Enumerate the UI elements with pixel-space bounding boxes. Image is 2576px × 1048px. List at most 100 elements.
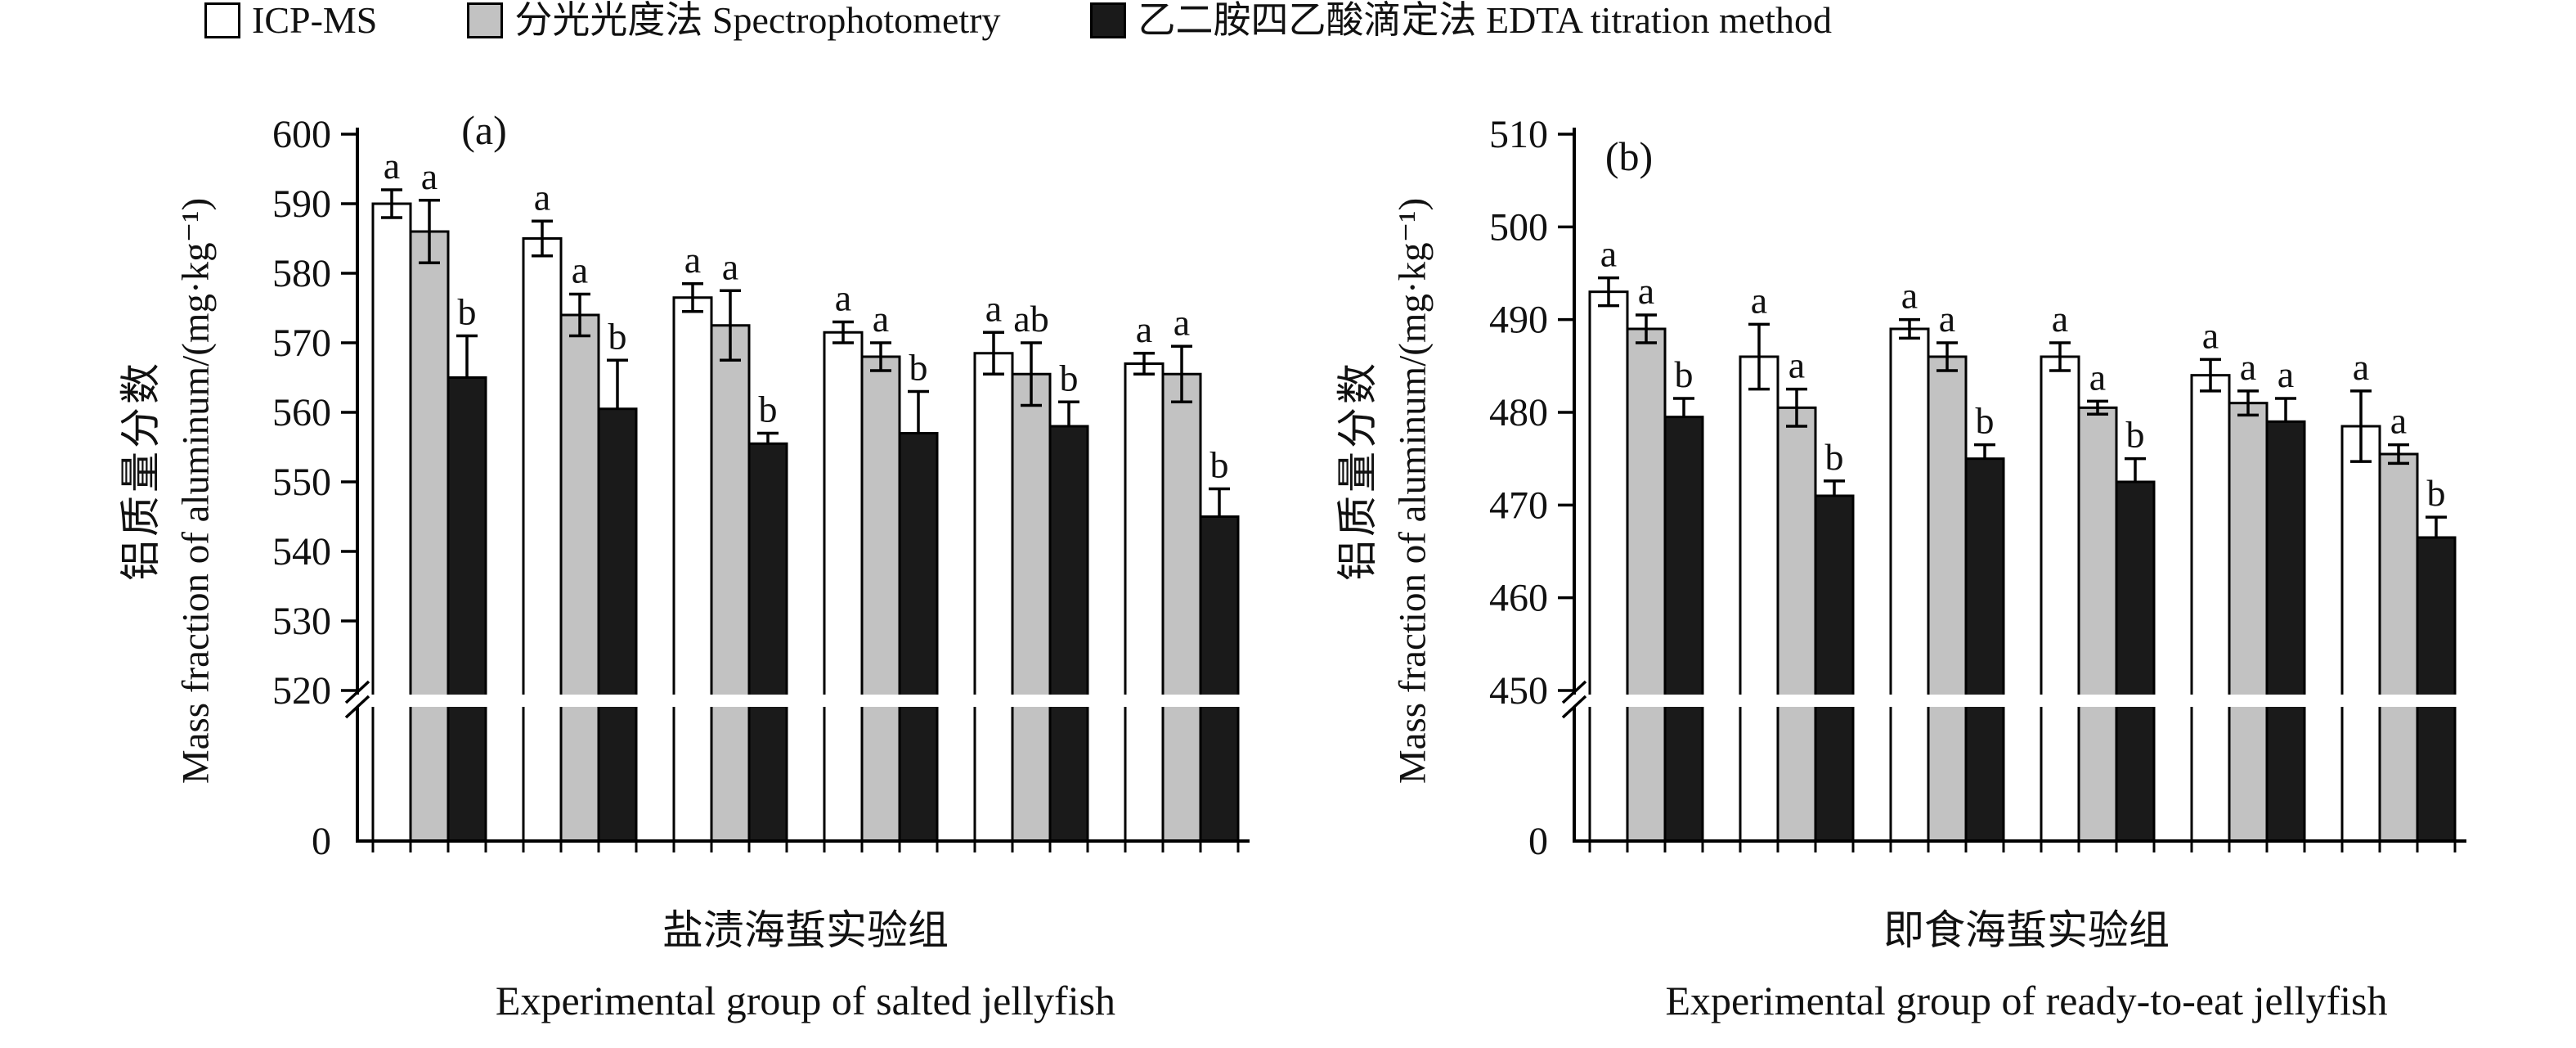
x-tick-label: 6: [1172, 862, 1192, 867]
panel-a-ylabel-en: Mass fraction of aluminum/(mg·kg⁻¹): [174, 197, 218, 785]
sig-letter: b: [1976, 400, 1995, 442]
legend-label: 乙二胺四乙酸滴定法 EDTA titration method: [1138, 0, 1833, 41]
axis-break-mark: [1561, 695, 1587, 719]
y-tick-label: 500: [1489, 205, 1548, 249]
sig-letter: a: [1174, 301, 1190, 343]
y-tick-label: 590: [272, 182, 331, 226]
panel-tag: (b): [1605, 133, 1653, 179]
y-tick-label: 490: [1489, 299, 1548, 342]
bar-s2-g6: [2416, 536, 2457, 843]
bar-s0-g4: [2040, 355, 2080, 843]
bar-s1-g6: [2378, 452, 2419, 843]
sig-letter: b: [759, 389, 778, 430]
sig-letter: b: [608, 315, 627, 357]
bar-s2-g5: [2265, 420, 2306, 843]
legend-swatch-spectrophotometry: [467, 2, 504, 38]
x-tick-label: 1: [420, 862, 439, 867]
sig-letter: a: [1638, 270, 1654, 312]
sig-letter: a: [722, 245, 738, 287]
y-tick-label: 580: [272, 252, 331, 295]
bar-s1-g5: [2228, 402, 2269, 843]
sig-letter: ab: [1013, 298, 1048, 340]
bar-s1-g3: [1927, 355, 1968, 843]
bar-s1-g4: [860, 355, 901, 843]
panel-b-xlabel-zh: 即食海蜇实验组: [1883, 907, 2170, 953]
bar-s2-g6: [1199, 515, 1240, 843]
bar-s2-g1: [447, 376, 487, 843]
axis-break-band: [360, 695, 1243, 707]
x-tick-label: 2: [1787, 862, 1806, 867]
x-tick-label: 6: [2389, 862, 2408, 867]
panel-a-ylabel-zh: 铝质量分数: [118, 360, 164, 581]
legend-item-spectrophotometry: 分光光度法 Spectrophotometry: [467, 2, 1000, 39]
bar-s2-g2: [1814, 494, 1855, 843]
bar-s0-g2: [1739, 355, 1779, 843]
legend-swatch-icp-ms: [204, 2, 240, 38]
legend-item-edta-titration: 乙二胺四乙酸滴定法 EDTA titration method: [1090, 2, 1832, 39]
panel-a-xlabel-zh: 盐渍海蜇实验组: [662, 907, 949, 953]
y-tick-label: 600: [272, 113, 331, 156]
x-tick-label: 5: [2238, 862, 2258, 867]
sig-letter: b: [1210, 444, 1229, 486]
sig-letter: b: [2126, 414, 2145, 456]
x-tick-label: 5: [1021, 862, 1041, 867]
bar-s2-g3: [1964, 457, 2005, 843]
bar-s0-g1: [1588, 290, 1629, 843]
sig-letter: a: [2052, 298, 2068, 340]
bar-s1-g2: [559, 313, 600, 843]
bar-s0-g5: [973, 352, 1014, 843]
sig-letter: a: [2240, 346, 2256, 388]
legend-label: 分光光度法 Spectrophotometry: [514, 0, 1001, 41]
bar-s1-g1: [409, 230, 450, 843]
sig-letter: a: [421, 155, 438, 197]
sig-letter: b: [1825, 436, 1844, 478]
x-tick-label: 3: [1937, 862, 1957, 867]
x-tick-label: 4: [2088, 862, 2107, 867]
y-tick-label: 510: [1489, 113, 1548, 156]
bar-s2-g3: [747, 442, 788, 843]
sig-letter: a: [1939, 298, 1955, 340]
sig-letter: a: [2353, 346, 2369, 388]
bar-s0-g6: [1124, 362, 1165, 843]
sig-letter: b: [1675, 353, 1694, 395]
sig-letter: a: [1600, 233, 1617, 275]
bar-s2-g2: [597, 407, 638, 843]
y-tick-label: 530: [272, 600, 331, 643]
bar-s2-g4: [2115, 480, 2156, 843]
panel-b-ylabel-en: Mass fraction of aluminum/(mg·kg⁻¹): [1391, 197, 1434, 785]
x-tick-label: 2: [570, 862, 590, 867]
axis-break-mark: [344, 695, 370, 719]
sig-letter: a: [2390, 400, 2407, 442]
bar-s1-g2: [1776, 406, 1817, 843]
axis-break-mark: [344, 680, 370, 704]
bar-s1-g4: [2077, 406, 2118, 843]
sig-letter: a: [835, 277, 851, 319]
panel-a-xlabel-en: Experimental group of salted jellyfish: [495, 978, 1116, 1023]
sig-letter: a: [2202, 314, 2219, 356]
y-zero-label: 0: [312, 820, 331, 863]
bar-s1-g6: [1161, 372, 1202, 843]
x-tick-label: 4: [871, 862, 891, 867]
sig-letter: a: [684, 239, 701, 281]
sig-letter: b: [1060, 357, 1079, 398]
bar-s2-g4: [898, 432, 939, 843]
bar-s2-g1: [1663, 416, 1704, 843]
bar-s1-g5: [1011, 372, 1052, 843]
bar-s0-g1: [371, 202, 412, 843]
bar-s0-g5: [2190, 374, 2231, 843]
y-tick-label: 480: [1489, 391, 1548, 434]
x-tick-label: 3: [720, 862, 740, 867]
y-tick-label: 570: [272, 322, 331, 365]
y-tick-label: 540: [272, 530, 331, 573]
bar-s1-g1: [1626, 327, 1667, 843]
sig-letter: a: [572, 250, 588, 291]
bar-s0-g3: [1889, 327, 1930, 843]
y-tick-label: 520: [272, 669, 331, 713]
y-zero-label: 0: [1528, 820, 1548, 863]
sig-letter: b: [458, 291, 477, 333]
sig-letter: a: [1751, 279, 1767, 321]
bar-s0-g6: [2340, 425, 2381, 843]
sig-letter: a: [1901, 275, 1918, 317]
sig-letter: b: [909, 347, 928, 389]
